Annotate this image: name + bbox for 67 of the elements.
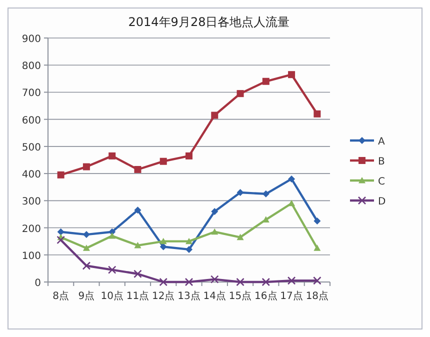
point <box>82 244 90 251</box>
x-tick-label: 18点 <box>306 290 329 302</box>
point <box>262 190 270 198</box>
point <box>314 244 321 251</box>
y-tick-label: 200 <box>22 224 41 235</box>
x-tick-label: 10点 <box>100 290 124 302</box>
point <box>108 152 116 160</box>
point <box>288 175 296 182</box>
x-tick-label: 9点 <box>78 290 95 302</box>
point <box>82 262 91 270</box>
point <box>134 242 142 248</box>
y-tick-label: 400 <box>22 170 41 181</box>
point <box>160 238 167 244</box>
x-tick-label: 13点 <box>178 290 200 302</box>
point <box>186 246 192 253</box>
point <box>82 163 90 170</box>
y-tick-label: 900 <box>22 34 41 45</box>
point <box>262 78 270 85</box>
point <box>134 270 142 278</box>
y-tick-label: 100 <box>22 250 41 262</box>
point <box>160 158 167 165</box>
point <box>288 71 296 78</box>
point <box>287 276 296 285</box>
point <box>108 266 116 274</box>
y-tick-label: 600 <box>22 115 41 126</box>
x-tick-label: 12点 <box>152 290 175 302</box>
point <box>211 112 218 119</box>
legend-label: B <box>378 156 385 168</box>
point <box>313 276 322 285</box>
point <box>211 208 218 216</box>
point <box>236 189 244 196</box>
x-tick-label: 15点 <box>228 290 252 302</box>
y-tick-label: 700 <box>22 88 41 100</box>
y-tick-label: 500 <box>22 142 41 154</box>
y-tick-label: 0 <box>34 278 41 289</box>
x-tick-label: 8点 <box>52 290 70 302</box>
point <box>134 206 142 214</box>
x-tick-label: 14点 <box>203 290 226 302</box>
point <box>236 234 244 240</box>
point <box>184 278 194 286</box>
point <box>186 152 192 160</box>
x-tick-label: 17点 <box>280 290 303 302</box>
point <box>160 243 167 250</box>
y-tick-label: 800 <box>22 61 41 72</box>
legend-label: D <box>378 196 386 208</box>
point <box>211 228 218 235</box>
point <box>262 278 270 286</box>
point <box>236 278 244 286</box>
x-tick-label: 11点 <box>126 290 150 302</box>
point <box>186 238 192 244</box>
point <box>134 166 142 173</box>
point <box>159 278 168 286</box>
point <box>57 171 64 178</box>
chart-title: 2014年9月28日各地点人流量 <box>128 15 290 29</box>
point <box>108 232 116 239</box>
y-tick-label: 300 <box>22 196 41 208</box>
point <box>57 228 64 236</box>
legend-label: C <box>378 176 385 188</box>
point <box>56 236 65 244</box>
point <box>314 218 321 224</box>
legend-label: A <box>378 136 385 148</box>
x-tick-label: 16点 <box>254 290 278 302</box>
point <box>210 275 219 284</box>
point <box>236 90 244 98</box>
point <box>82 231 90 238</box>
point <box>314 110 321 118</box>
point <box>288 200 296 206</box>
